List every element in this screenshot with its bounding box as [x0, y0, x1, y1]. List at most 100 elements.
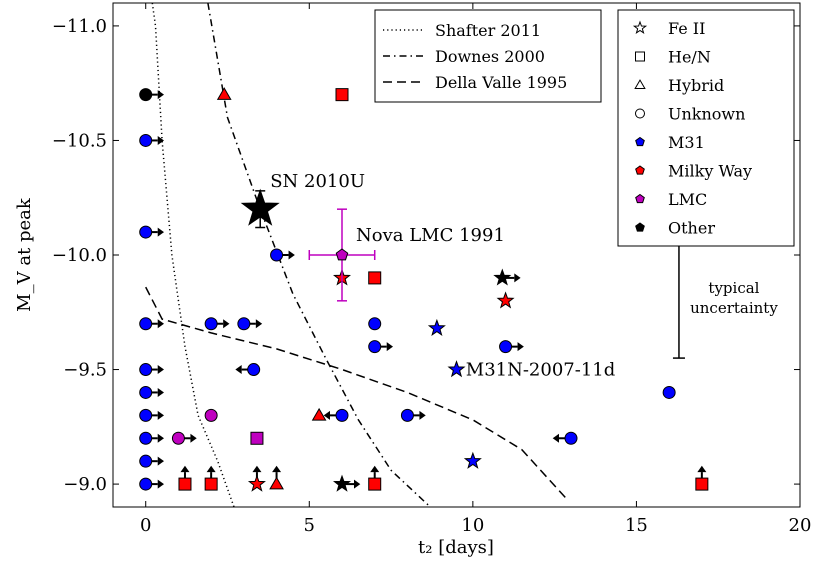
legend-marker-label-4: M31	[668, 133, 705, 152]
data-point-9	[139, 477, 153, 491]
legend-marker-label-7: Other	[668, 219, 715, 238]
data-point-7	[139, 431, 153, 445]
data-point-21	[270, 248, 284, 262]
data-point-37	[499, 340, 513, 354]
data-point-34	[463, 451, 482, 469]
data-point-2	[139, 225, 153, 239]
limit-arrow-12-head	[206, 465, 216, 473]
data-point-38	[564, 431, 578, 445]
data-point-5	[139, 385, 153, 399]
limit-arrow-8-head	[157, 456, 165, 466]
data-point-33	[447, 360, 466, 378]
limit-arrow-14-head	[223, 319, 230, 329]
limit-arrow-7-head	[157, 433, 165, 443]
data-point-19	[247, 474, 266, 492]
legend-markers-box	[617, 9, 795, 247]
legend-marker-5	[635, 165, 645, 175]
limit-arrow-3-head	[157, 319, 165, 329]
limit-arrow-29-head	[386, 342, 394, 352]
legend-line-label-2: Della Valle 1995	[435, 73, 567, 92]
data-point-8	[139, 454, 153, 468]
legend-line-label-1: Downes 2000	[435, 47, 545, 66]
data-point-39	[662, 385, 676, 399]
limit-arrow-38-head	[552, 433, 559, 443]
curve-dashdot	[207, 3, 431, 507]
x-tick-label-2: 10	[461, 515, 484, 536]
data-point-16	[237, 317, 251, 331]
featured-label-0: SN 2010U	[270, 171, 365, 192]
data-points	[139, 87, 709, 492]
annotations: M31N-2007-11d	[466, 360, 615, 381]
data-point-6	[139, 408, 153, 422]
legend-marker-label-3: Unknown	[668, 105, 745, 124]
limit-arrow-9-head	[157, 479, 165, 489]
data-point-20	[269, 476, 284, 490]
limit-arrow-17-head	[235, 365, 242, 375]
x-tick-label-1: 5	[304, 515, 315, 536]
data-point-11	[178, 477, 192, 491]
y-tick-label-1: −10.5	[52, 130, 107, 151]
data-point-17	[247, 363, 261, 377]
x-tick-label-0: 0	[140, 515, 151, 536]
featured-points: SN 2010U Nova LMC 1991	[240, 171, 505, 302]
data-point-22	[311, 407, 327, 421]
featured-point-0	[240, 188, 280, 226]
model-curves	[145, 3, 569, 507]
uncertainty-label-1: uncertainty	[690, 299, 778, 317]
data-point-15	[216, 87, 232, 100]
data-point-29	[368, 340, 382, 354]
legend-marker-2	[634, 79, 646, 90]
data-point-28	[368, 317, 382, 331]
limit-arrow-21-head	[288, 250, 295, 260]
legend-marker-4	[635, 136, 645, 147]
limit-arrow-11-head	[180, 465, 190, 473]
uncertainty-label-0: typical	[708, 279, 759, 297]
limit-arrow-35-head	[514, 273, 521, 283]
legend-marker-7	[635, 222, 645, 232]
limit-arrow-10-head	[190, 433, 197, 443]
limit-arrow-19-head	[252, 465, 262, 473]
legend-marker-6	[635, 193, 645, 204]
featured-label-1: Nova LMC 1991	[356, 225, 505, 246]
legend-marker-label-6: LMC	[668, 190, 707, 209]
data-point-13	[204, 408, 218, 422]
data-point-40	[695, 477, 709, 491]
limit-arrow-6-head	[157, 410, 165, 420]
legend-marker-label-1: He/N	[668, 48, 711, 67]
limit-arrow-5-head	[157, 387, 165, 397]
y-tick-label-4: −9.0	[63, 474, 107, 495]
data-point-1	[139, 133, 153, 147]
data-point-10	[171, 431, 185, 445]
data-point-31	[400, 408, 414, 422]
axis-ticks: 0 5 10 15 20 −11.0 −10.5 −10.0 −9.5 −9.0	[52, 3, 812, 536]
y-tick-label-0: −11.0	[52, 16, 107, 37]
limit-arrow-16-head	[255, 319, 263, 329]
limit-arrow-31-head	[419, 410, 426, 420]
x-tick-label-4: 20	[789, 515, 812, 536]
y-axis-label: M_V at peak	[14, 197, 35, 312]
legend-marker-0	[632, 20, 648, 35]
data-point-18	[250, 431, 264, 445]
limit-arrow-37-head	[517, 342, 524, 352]
legend-lines: Shafter 2011 Downes 2000 Della Valle 1995	[374, 9, 602, 103]
legend-markers: Fe II He/N Hybrid Unknown M31 Milky Way LMC Oth…	[617, 9, 795, 247]
data-point-14	[204, 317, 218, 331]
curve-dotted	[151, 3, 235, 507]
limit-arrow-0-head	[157, 90, 165, 100]
y-tick-label-2: −10.0	[52, 245, 107, 266]
legend-marker-label-5: Milky Way	[668, 162, 752, 181]
legend-lines-box	[374, 9, 602, 103]
data-point-35	[493, 268, 512, 286]
data-point-3	[139, 317, 153, 331]
typical-uncertainty-bar: typical uncertainty	[672, 242, 778, 359]
data-point-27	[368, 271, 382, 285]
data-point-36	[496, 291, 515, 309]
legend-marker-3	[635, 108, 645, 119]
annotation-0: M31N-2007-11d	[466, 360, 615, 381]
legend-marker-label-0: Fe II	[668, 19, 705, 38]
limit-arrow-4-head	[157, 365, 165, 375]
legend-line-label-0: Shafter 2011	[435, 21, 541, 40]
limit-arrow-40-head	[697, 465, 707, 473]
data-point-25	[335, 88, 349, 102]
